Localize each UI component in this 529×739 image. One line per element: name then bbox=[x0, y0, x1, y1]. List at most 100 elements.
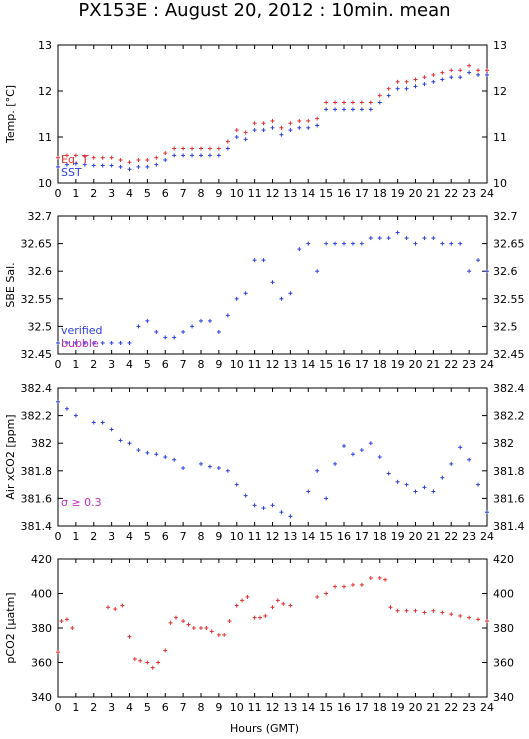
data-point bbox=[404, 236, 409, 241]
legend-entry: verified bbox=[61, 324, 103, 337]
data-point bbox=[467, 269, 472, 274]
data-point bbox=[288, 603, 293, 608]
x-tick-label: 4 bbox=[126, 530, 133, 543]
data-point bbox=[288, 128, 293, 133]
data-point bbox=[243, 130, 248, 135]
data-point bbox=[324, 241, 329, 246]
data-point bbox=[191, 626, 196, 630]
data-point bbox=[404, 608, 409, 613]
x-tick-label: 24 bbox=[480, 701, 494, 714]
y-tick-label-right: 380 bbox=[493, 622, 514, 635]
x-tick-label: 6 bbox=[162, 701, 169, 714]
data-point bbox=[245, 594, 250, 599]
x-tick-label: 24 bbox=[480, 187, 494, 200]
data-point bbox=[222, 632, 227, 637]
y-tick-label: 32.7 bbox=[28, 210, 53, 223]
legend-entry: SST bbox=[61, 166, 82, 179]
x-tick-label: 9 bbox=[215, 701, 222, 714]
y-tick-label-right: 340 bbox=[493, 691, 514, 704]
data-point bbox=[216, 146, 221, 151]
x-tick-label: 14 bbox=[301, 530, 315, 543]
data-point bbox=[163, 648, 168, 653]
series-0 bbox=[56, 230, 489, 345]
x-tick-label: 15 bbox=[319, 701, 333, 714]
data-point bbox=[431, 608, 436, 613]
series-0 bbox=[56, 63, 489, 165]
data-point bbox=[485, 269, 489, 274]
data-point bbox=[440, 475, 445, 480]
series-0 bbox=[56, 575, 489, 670]
data-point bbox=[216, 153, 221, 158]
data-point bbox=[449, 241, 454, 246]
x-tick-label: 10 bbox=[230, 358, 244, 371]
data-point bbox=[216, 632, 221, 637]
data-point bbox=[190, 146, 195, 151]
data-point bbox=[145, 158, 150, 162]
data-point bbox=[145, 164, 150, 169]
data-point bbox=[163, 151, 168, 156]
data-point bbox=[154, 155, 159, 160]
x-tick-label: 2 bbox=[90, 701, 97, 714]
data-point bbox=[154, 452, 159, 457]
y-tick-label-right: 381.4 bbox=[493, 520, 525, 533]
x-tick-label: 0 bbox=[55, 358, 62, 371]
data-point bbox=[350, 107, 355, 112]
y-tick-label: 12 bbox=[38, 85, 52, 98]
data-point bbox=[386, 471, 391, 476]
data-point bbox=[422, 82, 427, 87]
data-point bbox=[234, 128, 239, 133]
data-point bbox=[324, 100, 329, 105]
data-point bbox=[73, 340, 78, 345]
data-point bbox=[181, 146, 186, 151]
y-tick-label: 381.6 bbox=[21, 492, 53, 505]
x-tick-label: 23 bbox=[462, 701, 476, 714]
y-tick-label-right: 32.65 bbox=[493, 238, 525, 251]
data-point bbox=[315, 468, 320, 473]
data-point bbox=[207, 318, 212, 323]
y-tick-label-right: 32.7 bbox=[493, 210, 518, 223]
data-point bbox=[257, 615, 262, 620]
x-tick-label: 22 bbox=[444, 530, 458, 543]
x-tick-label: 2 bbox=[90, 187, 97, 200]
y-tick-label: 381.8 bbox=[21, 465, 53, 478]
data-point bbox=[350, 452, 355, 457]
plot-frame bbox=[57, 215, 488, 355]
y-tick-label: 11 bbox=[38, 131, 52, 144]
data-point bbox=[395, 479, 400, 484]
y-tick-label-right: 382.2 bbox=[493, 410, 525, 423]
data-point bbox=[377, 236, 382, 241]
y-tick-label: 32.6 bbox=[28, 265, 53, 278]
data-point bbox=[127, 634, 132, 639]
data-point bbox=[342, 584, 346, 589]
y-tick-label: 13 bbox=[38, 39, 52, 52]
data-point bbox=[172, 457, 177, 462]
data-point bbox=[243, 137, 248, 142]
y-tick-label: 360 bbox=[31, 657, 52, 670]
data-point bbox=[118, 164, 123, 169]
data-point bbox=[216, 329, 221, 334]
x-tick-label: 3 bbox=[108, 701, 115, 714]
data-point bbox=[91, 420, 96, 425]
data-point bbox=[413, 608, 418, 613]
y-tick-label: 382.4 bbox=[21, 382, 53, 395]
x-tick-label: 13 bbox=[283, 701, 297, 714]
y-tick-label-right: 10 bbox=[493, 177, 507, 190]
panel-pco2: 0 1 2 3 4 5 6 7 8 9 10 11 12 13 14 15 16 17 18 19 20 21 22 23 24… bbox=[4, 553, 514, 714]
data-point bbox=[243, 291, 248, 296]
x-tick-label: 7 bbox=[180, 358, 187, 371]
data-point bbox=[395, 608, 400, 613]
data-point bbox=[431, 236, 436, 241]
y-tick-label: 32.65 bbox=[21, 238, 53, 251]
x-tick-label: 22 bbox=[444, 187, 458, 200]
data-point bbox=[73, 413, 78, 418]
data-point bbox=[297, 247, 302, 252]
data-point bbox=[225, 139, 230, 144]
data-point bbox=[234, 135, 239, 139]
data-point bbox=[181, 466, 186, 471]
y-tick-label-right: 32.6 bbox=[493, 265, 518, 278]
data-point bbox=[73, 161, 78, 166]
y-tick-label-right: 382.4 bbox=[493, 382, 525, 395]
data-point bbox=[100, 163, 105, 168]
x-tick-label: 21 bbox=[426, 187, 440, 200]
data-point bbox=[485, 510, 489, 515]
